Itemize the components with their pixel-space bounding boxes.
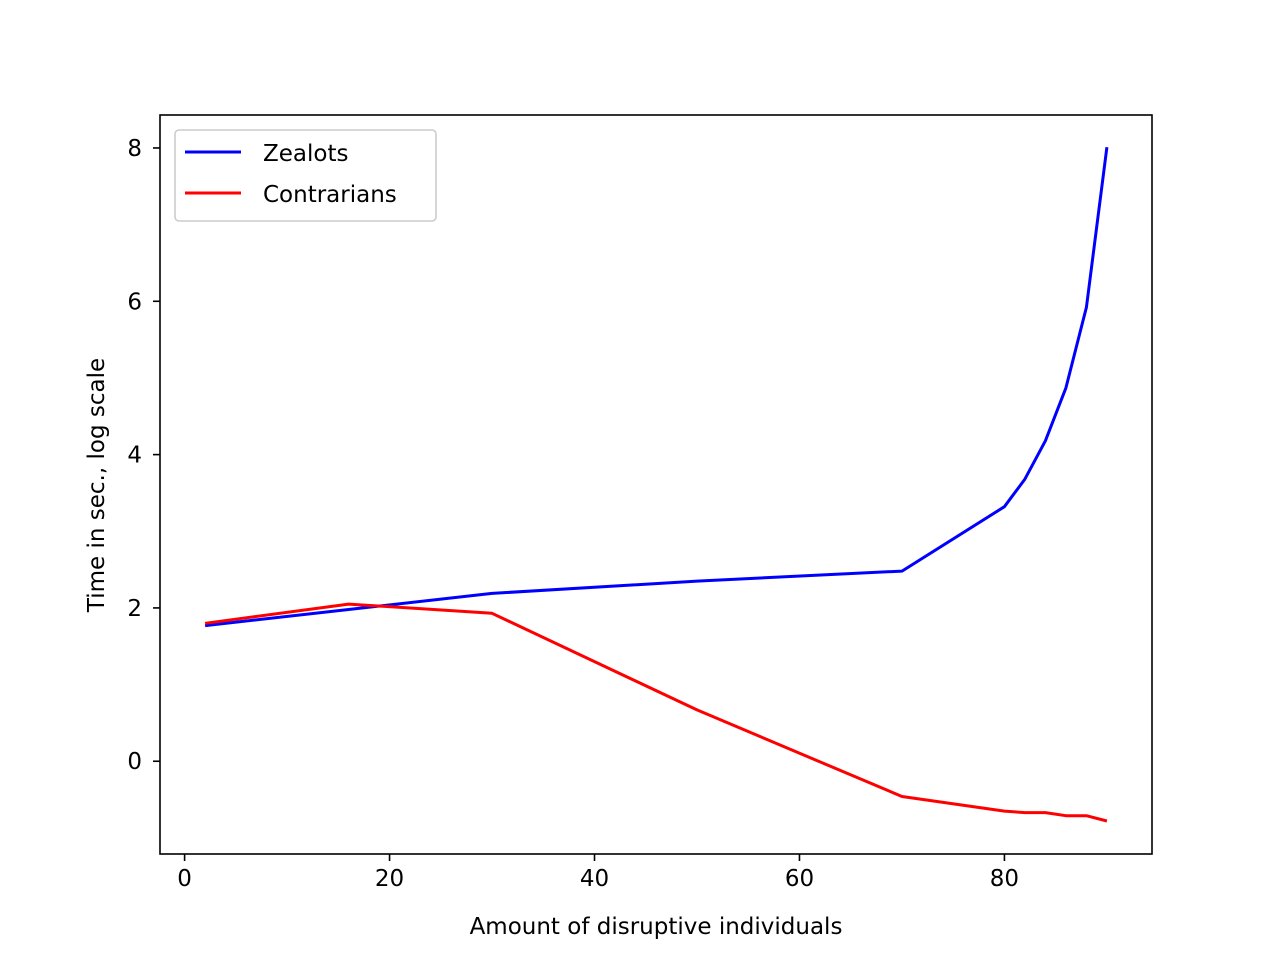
y-tick-label: 6 xyxy=(127,289,142,315)
legend: Zealots Contrarians xyxy=(174,129,437,222)
x-tick-label: 60 xyxy=(785,866,814,892)
x-axis-label: Amount of disruptive individuals xyxy=(470,914,843,940)
y-tick-label: 0 xyxy=(127,749,142,775)
x-tick-label: 0 xyxy=(177,866,192,892)
y-tick-label: 2 xyxy=(127,596,142,622)
plot-area-frame xyxy=(159,114,1153,855)
x-tick-label: 40 xyxy=(580,866,609,892)
legend-label-zealots: Zealots xyxy=(263,141,348,167)
y-axis-label: Time in sec., log scale xyxy=(84,358,110,613)
x-tick-label: 80 xyxy=(990,866,1019,892)
series-line-contrarians xyxy=(204,602,1108,823)
x-tick-label: 20 xyxy=(375,866,404,892)
legend-label-contrarians: Contrarians xyxy=(263,182,397,208)
y-axis-ticks: 0 2 4 6 8 xyxy=(127,136,160,775)
series-layer xyxy=(204,147,1109,823)
series-line-zealots xyxy=(204,147,1109,628)
y-tick-label: 4 xyxy=(127,443,142,469)
x-axis-ticks: 0 20 40 60 80 xyxy=(177,854,1019,892)
y-tick-label: 8 xyxy=(127,136,142,162)
